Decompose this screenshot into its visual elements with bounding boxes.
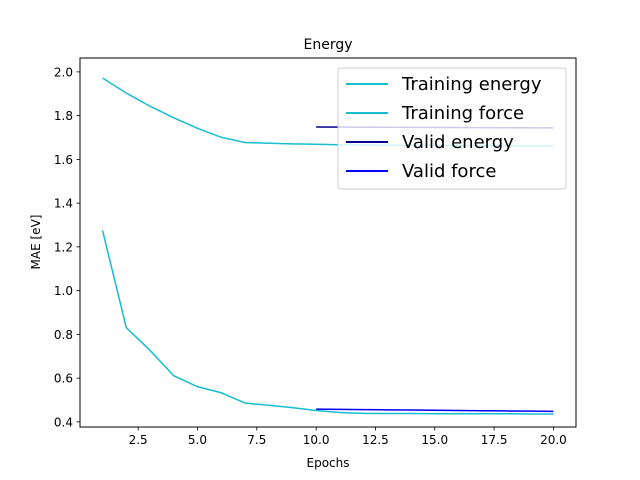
legend-label-training-force: Training force	[401, 103, 524, 124]
legend-box	[337, 67, 567, 190]
plot-frame	[79, 57, 577, 428]
x-axis-label: Epochs	[307, 456, 350, 470]
legend-label-valid-force: Valid force	[402, 161, 496, 182]
y-tick-label: 1.8	[54, 109, 73, 123]
y-tick-label: 1.0	[54, 284, 73, 298]
x-tick-label: 15.0	[421, 433, 448, 447]
x-tick-label: 10.0	[303, 433, 330, 447]
x-tick-label: 5.0	[188, 433, 207, 447]
legend: Training energy Training force Valid energ…	[337, 67, 567, 190]
series-line-valid-force	[316, 408, 554, 413]
y-tick-label: 0.4	[54, 415, 73, 429]
x-tick-label: 12.5	[362, 433, 389, 447]
legend-label-training-energy: Training energy	[401, 74, 542, 95]
y-tick-label: 1.4	[54, 197, 73, 211]
y-tick-label: 1.6	[54, 153, 73, 167]
x-tick-label: 17.5	[481, 433, 508, 447]
chart-title: Energy	[303, 37, 352, 53]
x-tick-label: 2.5	[129, 433, 148, 447]
y-tick-label: 1.2	[54, 240, 73, 254]
y-tick-label: 0.6	[54, 372, 73, 386]
series-line-training-force	[101, 230, 554, 415]
y-tick-label: 2.0	[54, 65, 73, 79]
y-tick-label: 0.8	[54, 328, 73, 342]
y-axis: 0.4 0.6 0.8 1.0 1.2 1.4 1.6 1.8 2.0	[54, 65, 80, 429]
x-tick-label: 20.0	[540, 433, 567, 447]
y-axis-label: MAE [eV]	[29, 215, 43, 270]
x-axis: 2.5 5.0 7.5 10.0 12.5 15.0 17.5 20.0	[129, 427, 567, 447]
x-tick-label: 7.5	[247, 433, 266, 447]
legend-label-valid-energy: Valid energy	[402, 132, 514, 153]
